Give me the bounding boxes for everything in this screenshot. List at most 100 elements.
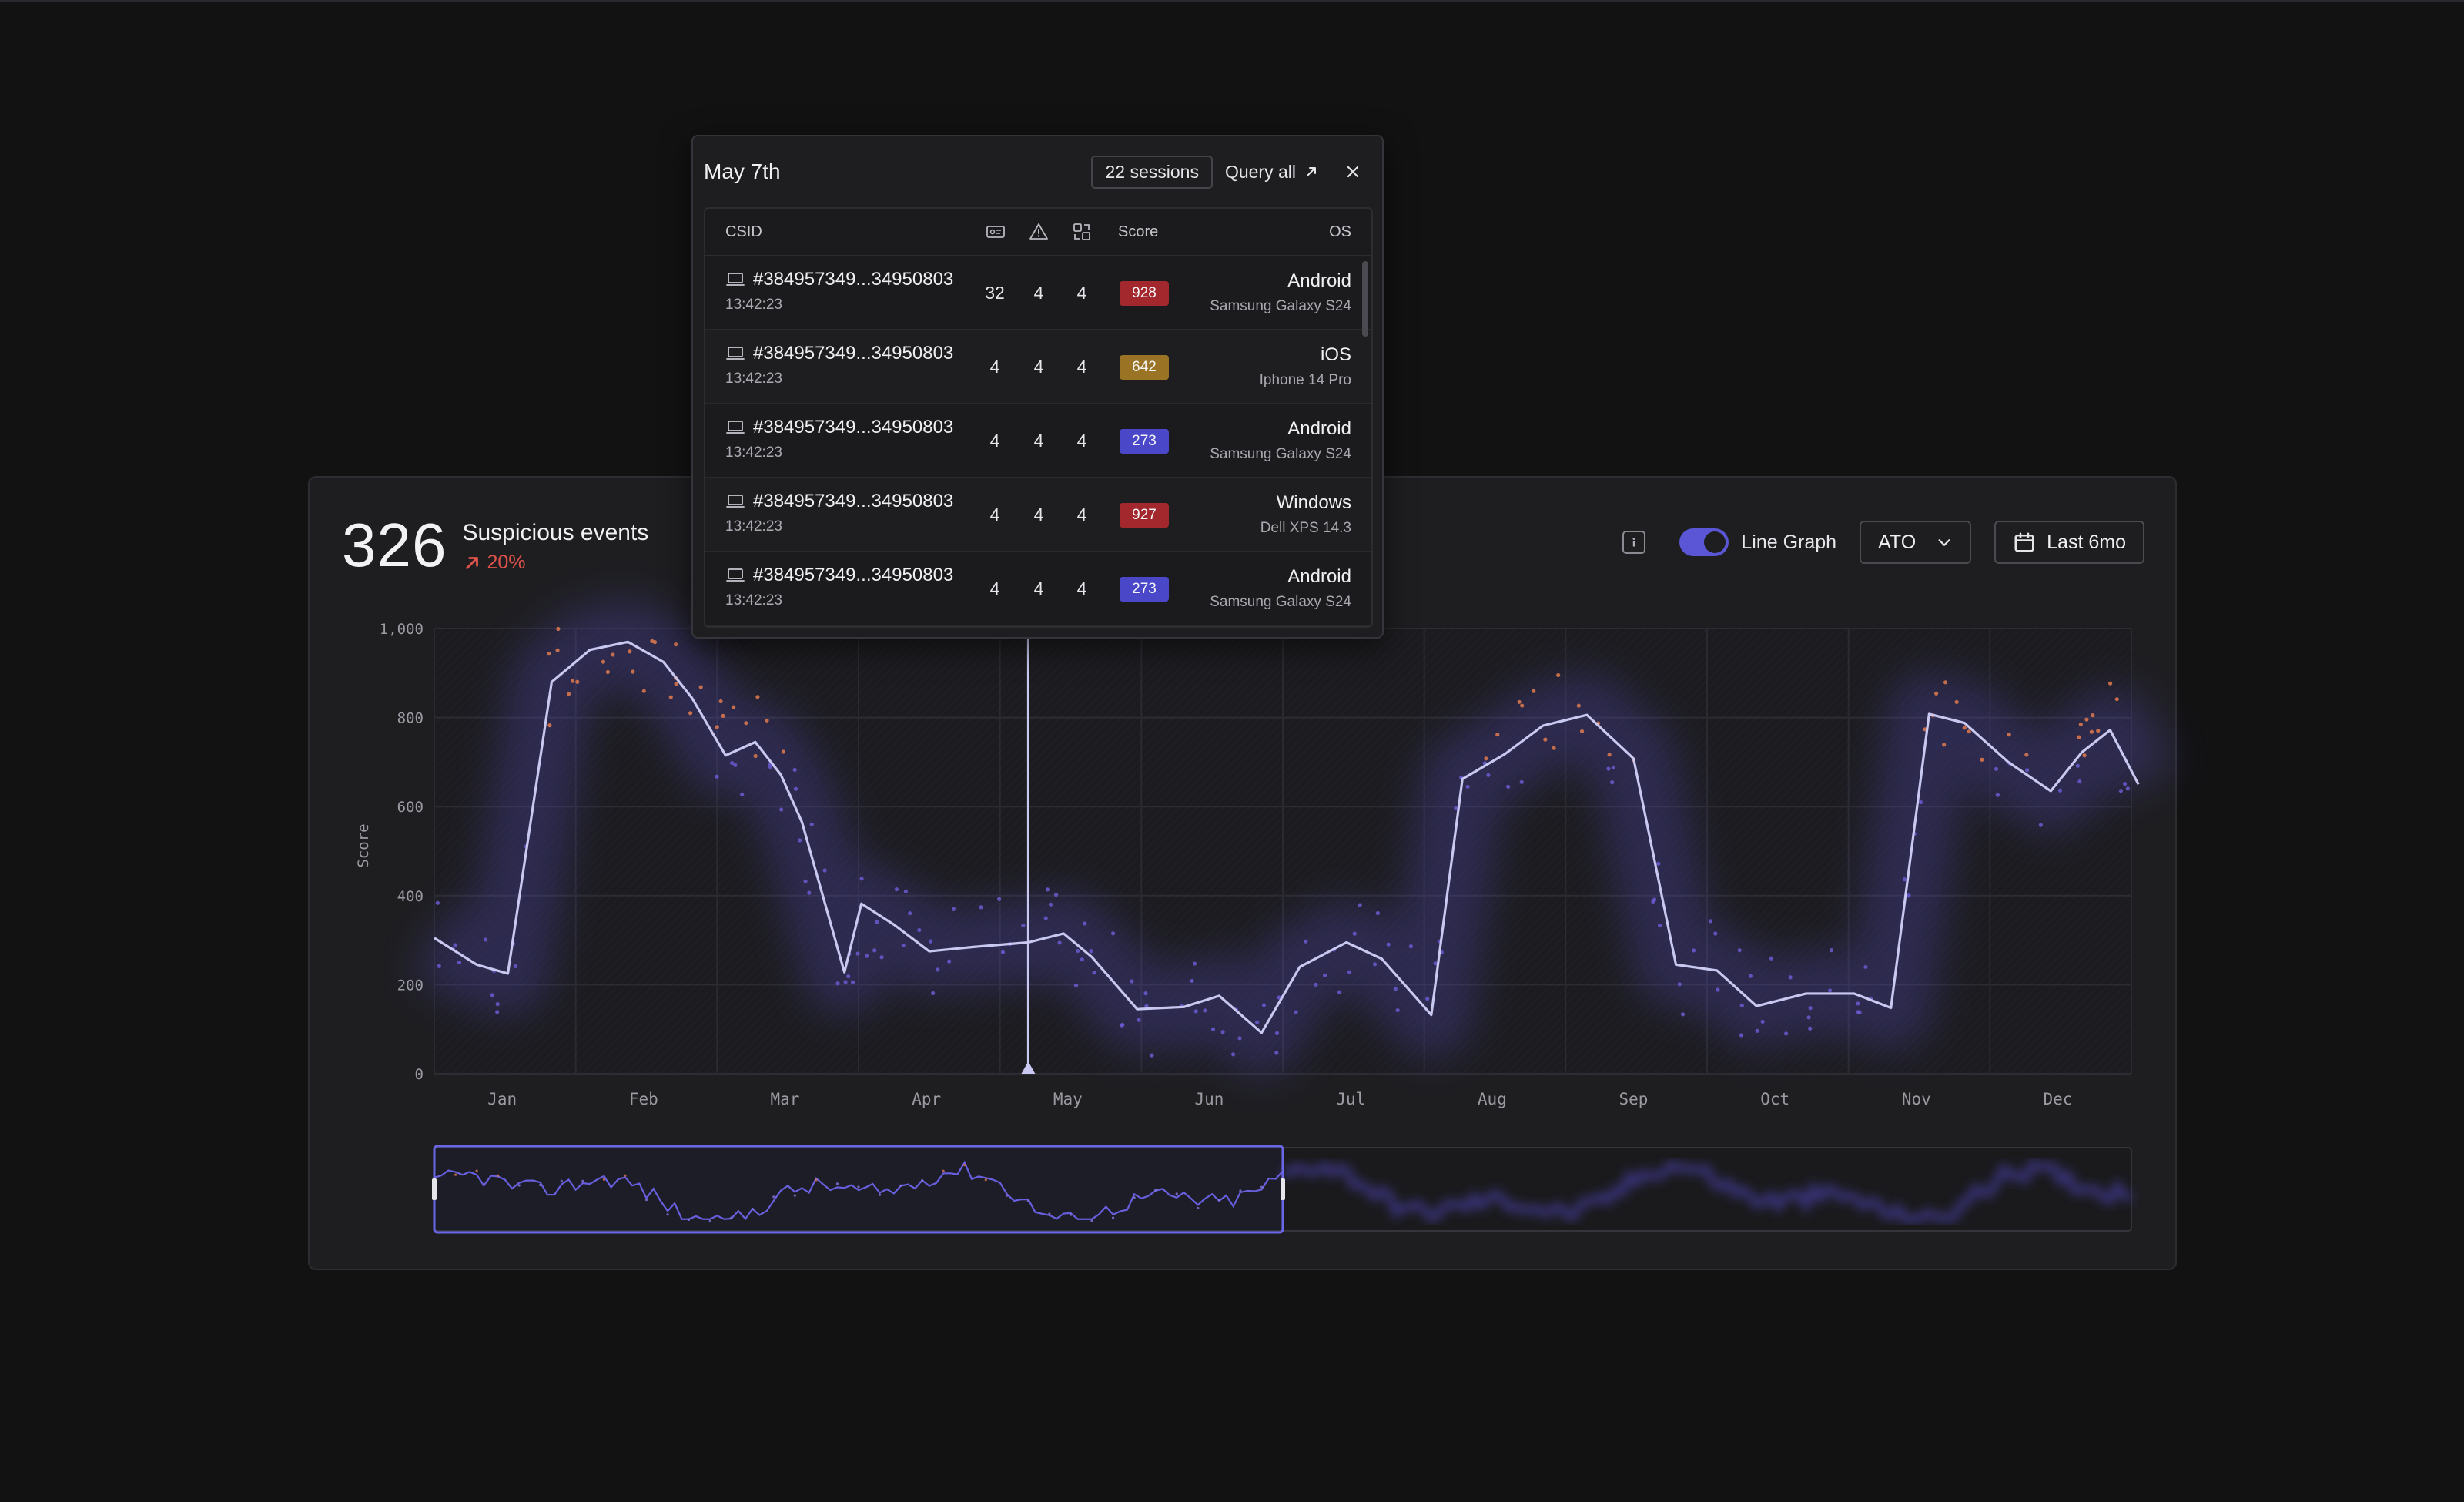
overview-handle-right[interactable] xyxy=(1281,1178,1285,1200)
scatter-point xyxy=(495,1010,500,1014)
line-graph-toggle[interactable] xyxy=(1679,528,1729,556)
overview-point xyxy=(497,1174,500,1177)
scatter-point xyxy=(1708,919,1713,924)
overview-point xyxy=(835,1182,839,1185)
scatter-point xyxy=(1576,703,1581,708)
scatter-point xyxy=(1788,975,1793,980)
count-2: 4 xyxy=(1033,282,1044,303)
overview-point xyxy=(624,1174,627,1177)
overview-point xyxy=(1090,1219,1093,1222)
scatter-point xyxy=(1465,784,1470,789)
count-3: 4 xyxy=(1076,356,1087,377)
scatter-point xyxy=(641,689,646,693)
scatter-point xyxy=(2091,713,2095,718)
count-1: 4 xyxy=(989,578,1000,598)
count-1: 4 xyxy=(989,504,1000,525)
query-all-link[interactable]: Query all xyxy=(1225,162,1319,183)
overview-point xyxy=(793,1194,796,1197)
scatter-point xyxy=(2089,729,2094,734)
x-tick-label: Apr xyxy=(912,1090,941,1108)
os-name: iOS xyxy=(1320,344,1351,365)
overview-brush[interactable] xyxy=(432,1145,2133,1234)
overview-series xyxy=(434,1160,1284,1221)
scatter-point xyxy=(901,943,906,948)
table-row[interactable]: #384957349...34950803 13:42:23 4 4 4 273 Andro… xyxy=(705,552,1371,626)
csid-value: #384957349...34950803 xyxy=(753,565,954,585)
col-csid[interactable]: CSID xyxy=(725,223,762,240)
scatter-point xyxy=(1827,988,1833,993)
y-tick-label: 0 xyxy=(415,1066,424,1083)
table-row[interactable]: #384957349...34950803 13:42:23 4 4 4 927 Windo… xyxy=(705,478,1371,552)
scatter-point xyxy=(1755,1028,1759,1033)
table-body: #384957349...34950803 13:42:23 32 4 4 928 Andr… xyxy=(705,256,1371,626)
scatter-point xyxy=(1083,921,1087,926)
scatter-point xyxy=(1658,923,1662,928)
scatter-point xyxy=(755,695,760,699)
scatter-point xyxy=(1942,743,1947,747)
device-name: Samsung Galaxy S24 xyxy=(1210,594,1351,610)
table-row[interactable]: #384957349...34950803 13:42:23 4 4 4 273 Andro… xyxy=(705,404,1371,478)
scatter-point xyxy=(1375,910,1380,916)
scatter-point xyxy=(2125,786,2130,791)
table-scrollbar[interactable] xyxy=(1362,261,1368,337)
scatter-point xyxy=(1769,956,1774,961)
score-badge: 642 xyxy=(1120,355,1169,380)
scatter-point xyxy=(779,807,784,812)
col-score[interactable]: Score xyxy=(1118,223,1159,240)
scatter-point xyxy=(894,887,899,892)
close-button[interactable] xyxy=(1342,161,1364,183)
scatter-point xyxy=(875,920,879,924)
csid-value: #384957349...34950803 xyxy=(753,491,954,511)
table-row[interactable]: #384957349...34950803 13:42:23 32 4 4 928 Andr… xyxy=(705,256,1371,330)
chevron-down-icon xyxy=(1938,539,1950,546)
table-row[interactable]: #384957349...34950803 13:42:23 4 4 4 642 iOS Ip… xyxy=(705,330,1371,404)
csid-cell: #384957349...34950803 13:42:23 xyxy=(725,565,953,609)
scatter-point xyxy=(566,692,571,696)
col-os[interactable]: OS xyxy=(1329,223,1351,240)
count-1: 32 xyxy=(985,282,1005,303)
scatter-point xyxy=(688,711,693,716)
scatter-point xyxy=(1314,982,1318,987)
filter-select[interactable]: ATO xyxy=(1860,521,1972,564)
scatter-point xyxy=(1372,962,1378,967)
date-range-button[interactable]: Last 6mo xyxy=(1994,521,2144,564)
overview-window[interactable] xyxy=(433,1145,1284,1234)
scatter-point xyxy=(2057,788,2063,793)
overview-point xyxy=(1175,1192,1178,1195)
scatter-point xyxy=(908,911,912,916)
scatter-point xyxy=(1962,726,1967,730)
score-badge: 273 xyxy=(1120,429,1169,454)
scatter-point xyxy=(1048,902,1053,907)
csid-cell: #384957349...34950803 13:42:23 xyxy=(725,343,953,387)
scatter-point xyxy=(1495,733,1500,737)
overview-point xyxy=(581,1179,584,1182)
scatter-point xyxy=(2025,768,2030,773)
scatter-point xyxy=(1192,961,1197,966)
overview-point xyxy=(708,1219,711,1223)
scatter-point xyxy=(1210,1027,1216,1031)
device-scan-icon[interactable] xyxy=(1070,209,1093,255)
filter-value: ATO xyxy=(1878,531,1917,553)
os-cell: Windows Dell XPS 14.3 xyxy=(1260,492,1351,537)
scatter-point xyxy=(903,889,909,893)
x-tick-label: Jul xyxy=(1336,1090,1365,1108)
overview-handle-left[interactable] xyxy=(432,1178,437,1200)
overview-point xyxy=(921,1179,924,1182)
scatter-point xyxy=(1994,766,1999,771)
scatter-point xyxy=(611,652,615,657)
scatter-point xyxy=(2107,681,2113,686)
id-card-icon[interactable] xyxy=(984,209,1007,255)
overview-point xyxy=(560,1179,563,1182)
selection-foot xyxy=(1021,1061,1036,1074)
info-icon[interactable] xyxy=(1622,531,1646,554)
laptop-icon xyxy=(726,347,745,360)
scatter-point xyxy=(1089,949,1093,954)
change-value: 20% xyxy=(487,552,526,573)
warning-icon[interactable] xyxy=(1027,209,1050,255)
scatter-point xyxy=(1680,1012,1686,1017)
device-name: Iphone 14 Pro xyxy=(1259,372,1351,388)
overview-point xyxy=(963,1164,966,1167)
scatter-point xyxy=(936,967,940,972)
sessions-badge: 22 sessions xyxy=(1091,155,1213,189)
